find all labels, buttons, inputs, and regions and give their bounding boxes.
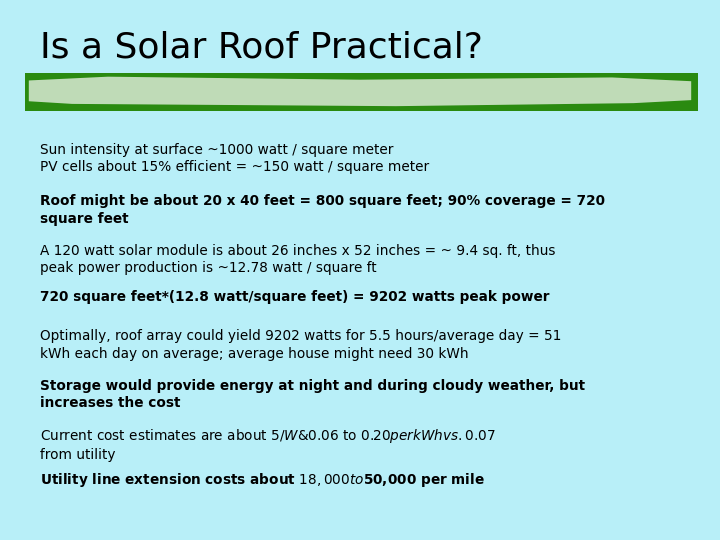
Text: Storage would provide energy at night and during cloudy weather, but
increases t: Storage would provide energy at night an… <box>40 379 585 410</box>
Text: A 120 watt solar module is about 26 inches x 52 inches = ~ 9.4 sq. ft, thus
peak: A 120 watt solar module is about 26 inch… <box>40 244 555 275</box>
Text: 720 square feet*(12.8 watt/square feet) = 9202 watts peak power: 720 square feet*(12.8 watt/square feet) … <box>40 290 549 304</box>
Text: Is a Solar Roof Practical?: Is a Solar Roof Practical? <box>40 31 482 65</box>
Polygon shape <box>29 77 691 106</box>
Text: Utility line extension costs about $18,000 to $50,000 per mile: Utility line extension costs about $18,0… <box>40 471 485 489</box>
Text: Roof might be about 20 x 40 feet = 800 square feet; 90% coverage = 720
square fe: Roof might be about 20 x 40 feet = 800 s… <box>40 194 605 226</box>
Text: Current cost estimates are about $5/W & $0.06 to $0.20 per kWh vs. $0.07
from ut: Current cost estimates are about $5/W & … <box>40 427 495 462</box>
Text: Optimally, roof array could yield 9202 watts for 5.5 hours/average day = 51
kWh : Optimally, roof array could yield 9202 w… <box>40 329 561 361</box>
Text: Sun intensity at surface ~1000 watt / square meter
PV cells about 15% efficient : Sun intensity at surface ~1000 watt / sq… <box>40 143 428 174</box>
Bar <box>25 73 698 111</box>
